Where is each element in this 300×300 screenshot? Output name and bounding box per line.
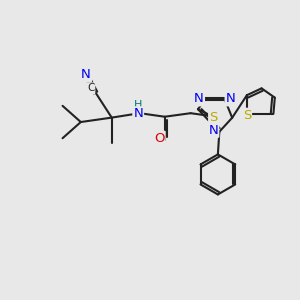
Text: N: N <box>81 68 91 81</box>
Text: O: O <box>154 132 165 145</box>
Text: N: N <box>194 92 204 105</box>
Text: H: H <box>134 100 142 110</box>
Text: N: N <box>208 124 218 137</box>
Text: S: S <box>243 109 251 122</box>
Text: N: N <box>133 107 143 120</box>
Text: C: C <box>87 83 94 93</box>
Text: N: N <box>226 92 235 105</box>
Text: S: S <box>209 111 218 124</box>
